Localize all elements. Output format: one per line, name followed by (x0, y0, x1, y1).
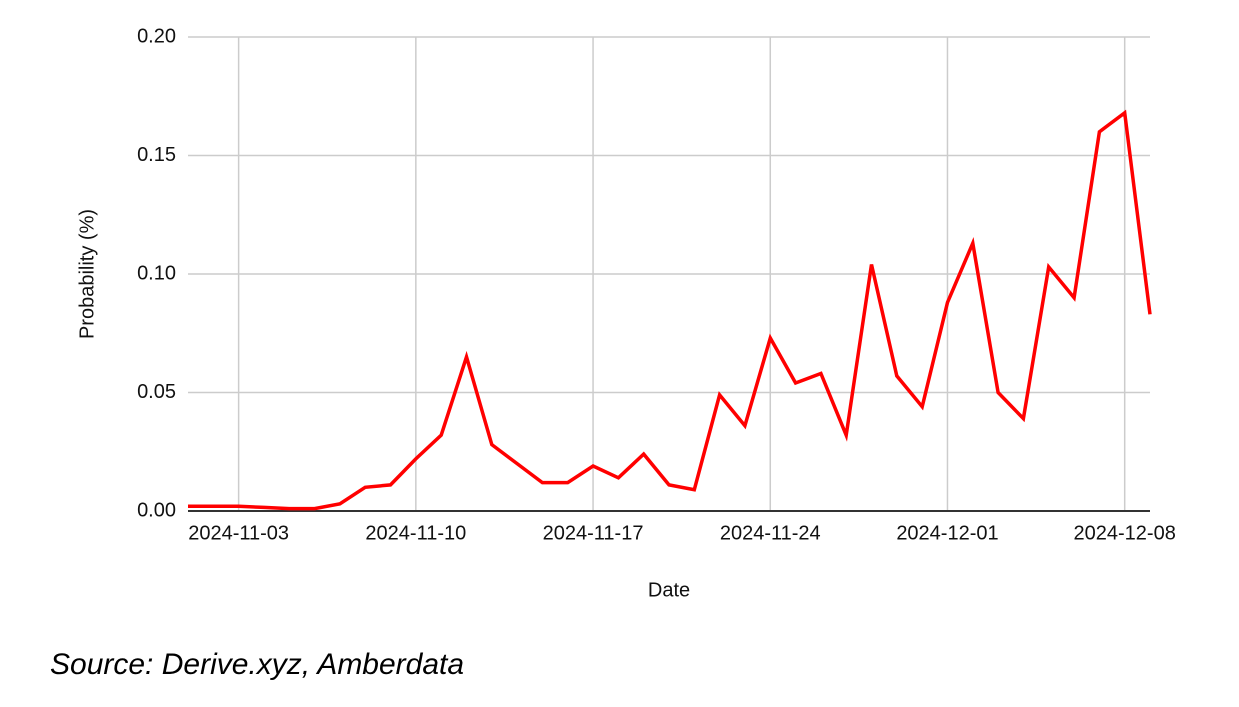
y-tick-label: 0.05 (137, 381, 176, 403)
x-tick-label: 2024-11-17 (543, 522, 644, 544)
source-note: Source: Derive.xyz, Amberdata (50, 648, 464, 681)
x-tick-label: 2024-11-03 (188, 522, 289, 544)
x-tick-label: 2024-11-24 (720, 522, 821, 544)
x-tick-label: 2024-12-08 (1074, 522, 1176, 544)
y-tick-label: 0.00 (137, 499, 176, 521)
y-axis-label: Probability (%) (76, 209, 98, 339)
x-tick-label: 2024-11-10 (365, 522, 466, 544)
y-tick-label: 0.10 (137, 262, 176, 284)
y-tick-label: 0.20 (137, 25, 176, 47)
y-tick-label: 0.15 (137, 144, 176, 166)
data-line (188, 109, 1152, 511)
x-axis-label: Date (648, 579, 690, 601)
x-tick-label: 2024-12-01 (896, 522, 998, 544)
